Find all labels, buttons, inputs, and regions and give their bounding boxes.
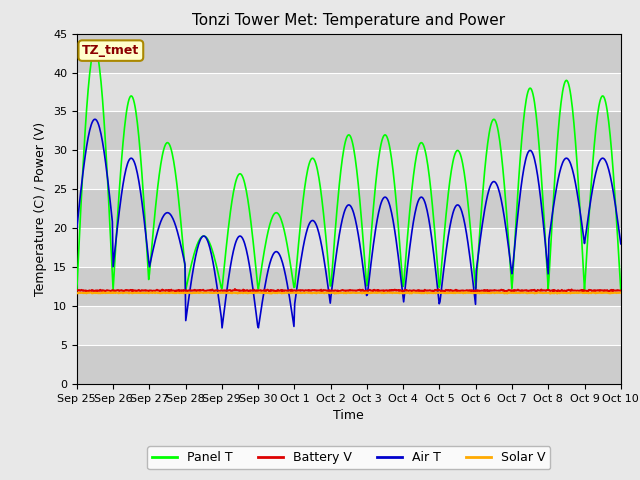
X-axis label: Time: Time: [333, 409, 364, 422]
Title: Tonzi Tower Met: Temperature and Power: Tonzi Tower Met: Temperature and Power: [192, 13, 506, 28]
Bar: [77, 267, 621, 306]
Y-axis label: Temperature (C) / Power (V): Temperature (C) / Power (V): [35, 122, 47, 296]
Bar: [77, 150, 621, 189]
Legend: Panel T, Battery V, Air T, Solar V: Panel T, Battery V, Air T, Solar V: [147, 446, 550, 469]
Bar: [77, 34, 621, 72]
Text: TZ_tmet: TZ_tmet: [82, 44, 140, 57]
Bar: [77, 345, 621, 384]
Bar: [77, 189, 621, 228]
Bar: [77, 228, 621, 267]
Bar: [77, 111, 621, 150]
Bar: [77, 306, 621, 345]
Bar: [77, 72, 621, 111]
